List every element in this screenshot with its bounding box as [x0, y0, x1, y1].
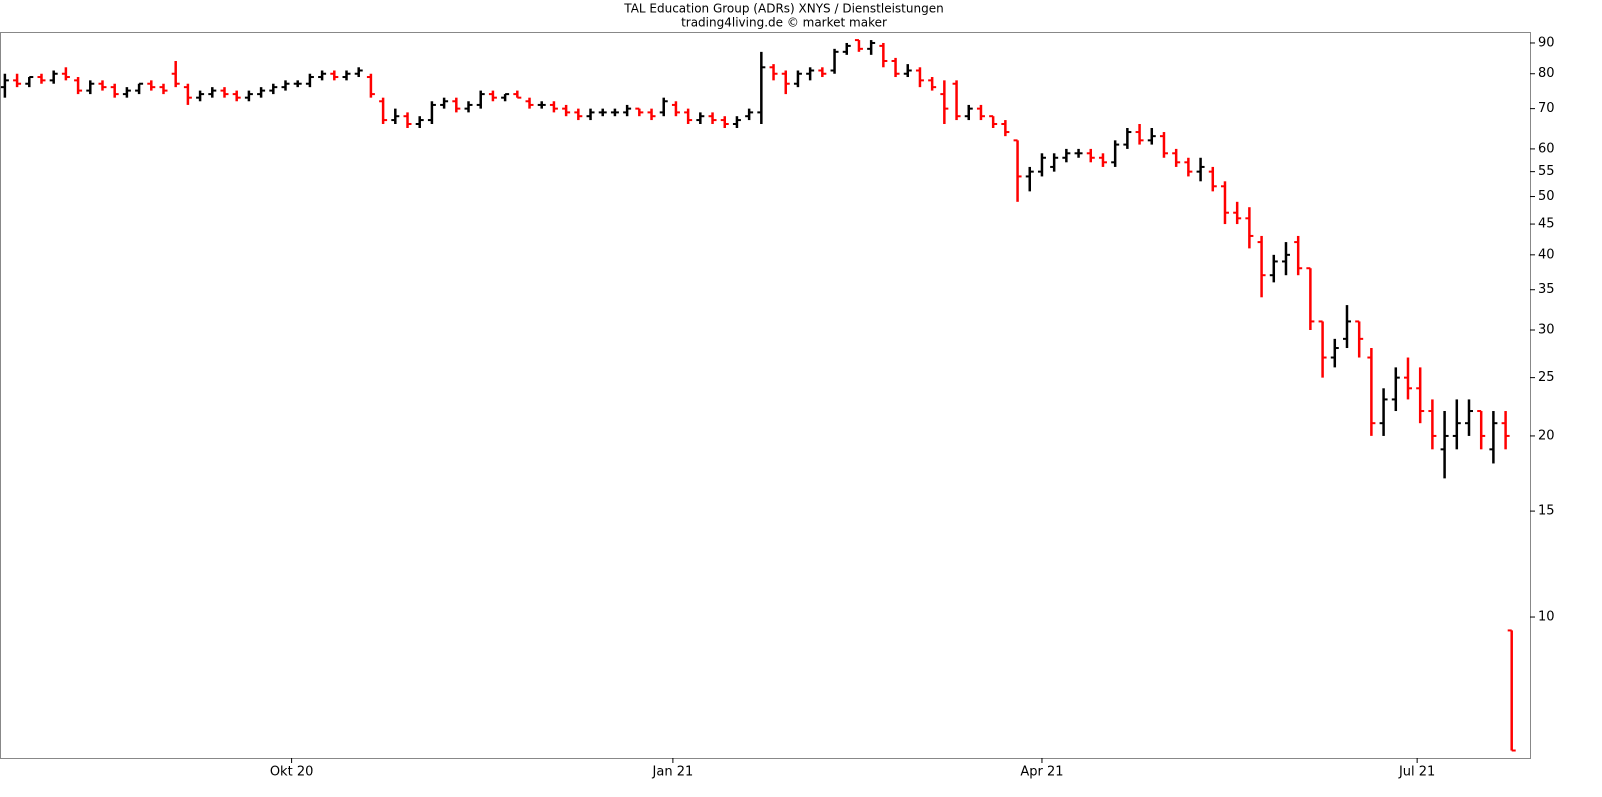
y-tick-label: 20 — [1538, 428, 1555, 443]
x-tick-label: Jul 21 — [1398, 765, 1435, 780]
y-tick-label: 55 — [1538, 164, 1555, 179]
y-tick-label: 35 — [1538, 282, 1555, 297]
y-tick-label: 70 — [1538, 101, 1555, 116]
y-tick-label: 80 — [1538, 66, 1555, 81]
chart-subtitle: trading4living.de © market maker — [681, 16, 887, 30]
y-tick-label: 40 — [1538, 247, 1555, 262]
x-tick-label: Jan 21 — [652, 765, 694, 780]
plot-frame — [0, 32, 1531, 759]
x-tick-label: Apr 21 — [1020, 765, 1063, 780]
x-tick-label: Okt 20 — [270, 765, 314, 780]
y-tick-label: 50 — [1538, 189, 1555, 204]
y-tick-label: 90 — [1538, 35, 1555, 50]
y-tick-label: 15 — [1538, 504, 1555, 519]
chart-title: TAL Education Group (ADRs) XNYS / Dienst… — [623, 2, 943, 16]
y-tick-label: 60 — [1538, 141, 1555, 156]
y-tick-label: 45 — [1538, 217, 1555, 232]
y-tick-label: 10 — [1538, 610, 1555, 625]
y-tick-label: 25 — [1538, 370, 1555, 385]
y-tick-label: 30 — [1538, 322, 1555, 337]
